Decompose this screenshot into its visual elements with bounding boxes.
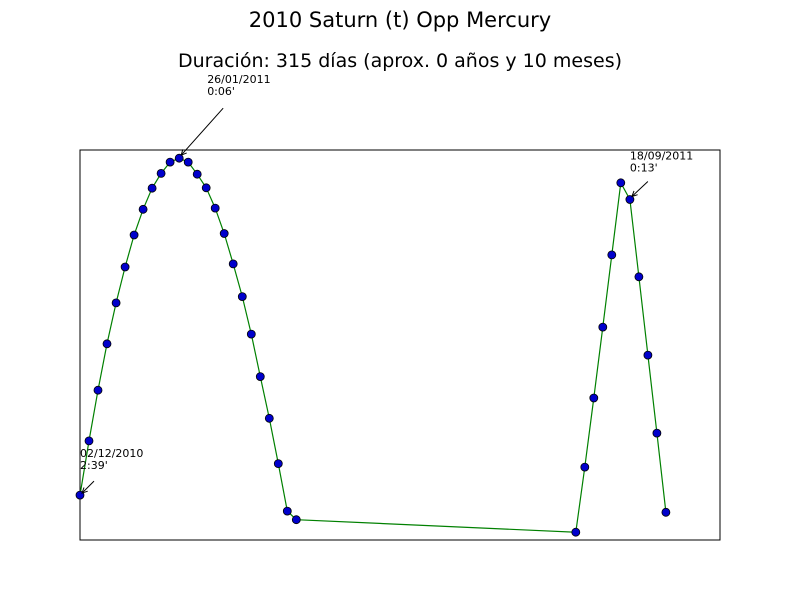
data-point bbox=[634, 272, 644, 282]
data-point bbox=[93, 385, 103, 395]
data-point bbox=[643, 350, 653, 360]
annotation-date: 26/01/2011 bbox=[207, 73, 270, 86]
data-point bbox=[616, 178, 626, 188]
data-point bbox=[156, 168, 166, 178]
data-point bbox=[192, 169, 202, 179]
series-line bbox=[79, 157, 667, 533]
annotation-date: 02/12/2010 bbox=[80, 447, 143, 460]
data-point bbox=[183, 157, 193, 167]
data-point bbox=[246, 329, 256, 339]
data-point bbox=[120, 262, 130, 272]
chart-title: 2010 Saturn (t) Opp Mercury bbox=[248, 8, 552, 32]
data-point bbox=[589, 393, 599, 403]
data-point bbox=[84, 436, 94, 446]
annotation-arrowhead bbox=[631, 190, 638, 198]
annotation-arrowhead bbox=[81, 487, 88, 494]
data-point bbox=[571, 527, 581, 537]
annotation-value: 2:39' bbox=[80, 459, 108, 472]
data-point bbox=[138, 204, 148, 214]
data-point bbox=[652, 428, 662, 438]
annotation-value: 0:13' bbox=[630, 162, 658, 175]
data-point bbox=[282, 506, 292, 516]
annotation-value: 0:06' bbox=[207, 85, 235, 98]
data-point bbox=[228, 259, 238, 269]
annotation-date: 18/09/2011 bbox=[630, 150, 693, 163]
data-point bbox=[291, 515, 301, 525]
series-layer bbox=[75, 153, 671, 537]
data-point bbox=[201, 183, 211, 193]
data-point bbox=[111, 298, 121, 308]
data-point bbox=[273, 459, 283, 469]
annotation-arrow bbox=[180, 107, 224, 156]
data-point bbox=[237, 292, 247, 302]
data-point bbox=[580, 462, 590, 472]
data-point bbox=[264, 413, 274, 423]
data-point bbox=[255, 372, 265, 382]
annotation-arrow bbox=[631, 181, 649, 197]
plot-frame bbox=[79, 149, 721, 541]
chart-subtitle: Duración: 315 días (aprox. 0 años y 10 m… bbox=[177, 50, 623, 72]
annotation-arrow bbox=[81, 480, 95, 494]
data-point bbox=[210, 203, 220, 213]
data-point bbox=[607, 250, 617, 260]
data-point bbox=[129, 230, 139, 240]
data-point bbox=[219, 229, 229, 238]
data-point bbox=[174, 153, 184, 163]
data-point bbox=[598, 322, 608, 332]
annotation-arrowhead bbox=[180, 149, 187, 157]
data-point bbox=[625, 195, 635, 204]
data-point bbox=[165, 157, 175, 167]
data-point bbox=[147, 183, 157, 193]
data-point bbox=[102, 339, 112, 349]
data-point bbox=[661, 507, 671, 517]
